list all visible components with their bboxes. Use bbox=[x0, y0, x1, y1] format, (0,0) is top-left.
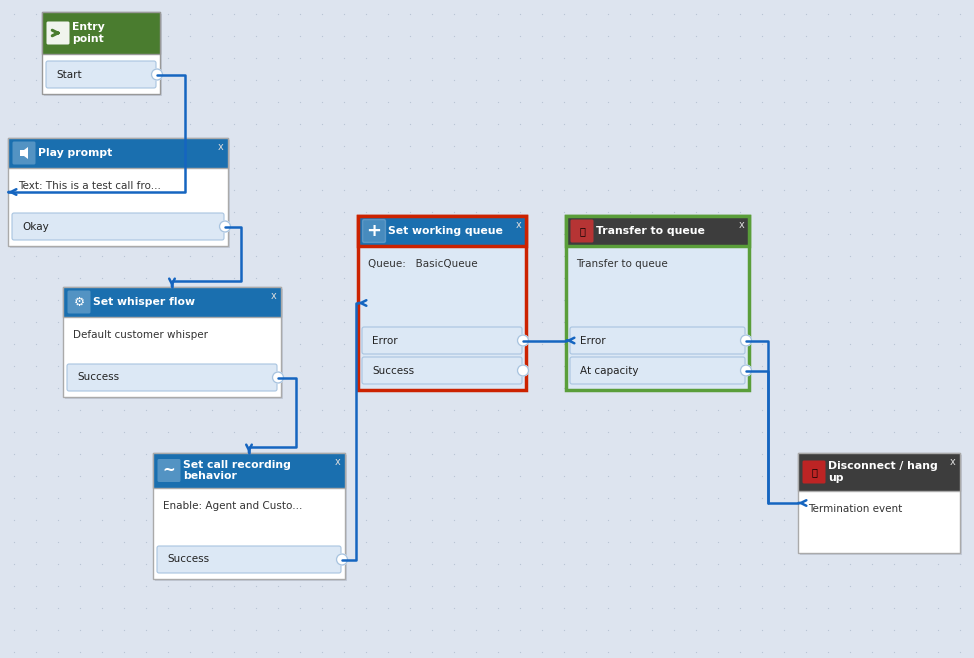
FancyBboxPatch shape bbox=[153, 453, 345, 579]
FancyBboxPatch shape bbox=[360, 218, 528, 392]
FancyBboxPatch shape bbox=[800, 455, 962, 555]
FancyBboxPatch shape bbox=[157, 546, 341, 573]
Text: Default customer whisper: Default customer whisper bbox=[73, 330, 208, 340]
FancyBboxPatch shape bbox=[798, 453, 960, 491]
Text: Success: Success bbox=[372, 365, 414, 376]
FancyBboxPatch shape bbox=[798, 453, 960, 553]
FancyBboxPatch shape bbox=[568, 218, 751, 392]
FancyBboxPatch shape bbox=[570, 327, 745, 354]
FancyBboxPatch shape bbox=[155, 455, 347, 581]
Text: Entry
point: Entry point bbox=[72, 22, 105, 43]
Text: Queue:   BasicQueue: Queue: BasicQueue bbox=[368, 259, 477, 269]
Circle shape bbox=[740, 365, 752, 376]
Text: x: x bbox=[515, 220, 521, 230]
FancyBboxPatch shape bbox=[153, 453, 345, 488]
FancyBboxPatch shape bbox=[63, 287, 281, 317]
FancyBboxPatch shape bbox=[46, 61, 156, 88]
FancyBboxPatch shape bbox=[63, 287, 281, 397]
FancyBboxPatch shape bbox=[42, 12, 160, 94]
FancyBboxPatch shape bbox=[12, 213, 224, 240]
Text: Enable: Agent and Custo...: Enable: Agent and Custo... bbox=[163, 501, 302, 511]
Text: ~: ~ bbox=[163, 463, 175, 478]
Text: Play prompt: Play prompt bbox=[38, 148, 112, 158]
FancyBboxPatch shape bbox=[8, 138, 228, 168]
Text: Transfer to queue: Transfer to queue bbox=[576, 259, 668, 269]
Text: Okay: Okay bbox=[22, 222, 49, 232]
Text: ⚙: ⚙ bbox=[73, 295, 85, 309]
Text: Set whisper flow: Set whisper flow bbox=[93, 297, 195, 307]
Text: 📵: 📵 bbox=[811, 467, 817, 477]
FancyBboxPatch shape bbox=[362, 327, 522, 354]
FancyBboxPatch shape bbox=[67, 290, 91, 313]
Text: Success: Success bbox=[167, 555, 209, 565]
Text: x: x bbox=[738, 220, 744, 230]
FancyBboxPatch shape bbox=[566, 216, 749, 390]
Text: Start: Start bbox=[56, 70, 82, 80]
Circle shape bbox=[517, 365, 529, 376]
FancyBboxPatch shape bbox=[571, 220, 593, 243]
Text: Transfer to queue: Transfer to queue bbox=[596, 226, 705, 236]
FancyBboxPatch shape bbox=[358, 216, 526, 246]
Text: +: + bbox=[366, 222, 382, 240]
FancyBboxPatch shape bbox=[570, 357, 745, 384]
Text: x: x bbox=[334, 457, 340, 467]
Text: x: x bbox=[950, 457, 955, 467]
FancyBboxPatch shape bbox=[803, 461, 826, 484]
Circle shape bbox=[740, 335, 752, 346]
FancyBboxPatch shape bbox=[44, 14, 162, 96]
Circle shape bbox=[152, 69, 163, 80]
FancyBboxPatch shape bbox=[566, 216, 749, 246]
Polygon shape bbox=[20, 147, 28, 159]
Text: 📞: 📞 bbox=[580, 226, 585, 236]
FancyBboxPatch shape bbox=[362, 357, 522, 384]
Circle shape bbox=[219, 221, 231, 232]
Text: Success: Success bbox=[77, 372, 119, 382]
Text: x: x bbox=[270, 291, 276, 301]
FancyBboxPatch shape bbox=[362, 220, 386, 243]
FancyBboxPatch shape bbox=[42, 12, 160, 54]
FancyBboxPatch shape bbox=[10, 140, 230, 248]
FancyBboxPatch shape bbox=[67, 364, 277, 391]
FancyBboxPatch shape bbox=[13, 141, 35, 164]
Text: x: x bbox=[217, 142, 223, 152]
FancyBboxPatch shape bbox=[358, 216, 526, 390]
Text: Termination event: Termination event bbox=[808, 504, 902, 514]
FancyBboxPatch shape bbox=[158, 459, 180, 482]
Text: Error: Error bbox=[580, 336, 606, 345]
FancyBboxPatch shape bbox=[65, 289, 283, 399]
Circle shape bbox=[517, 335, 529, 346]
Text: Disconnect / hang
up: Disconnect / hang up bbox=[828, 461, 938, 482]
Text: Set call recording
behavior: Set call recording behavior bbox=[183, 460, 291, 481]
FancyBboxPatch shape bbox=[47, 22, 69, 45]
Text: Set working queue: Set working queue bbox=[388, 226, 503, 236]
Circle shape bbox=[336, 554, 348, 565]
FancyBboxPatch shape bbox=[8, 138, 228, 246]
Text: Error: Error bbox=[372, 336, 397, 345]
Circle shape bbox=[273, 372, 283, 383]
Text: Text: This is a test call fro...: Text: This is a test call fro... bbox=[18, 181, 161, 191]
Text: At capacity: At capacity bbox=[580, 365, 639, 376]
